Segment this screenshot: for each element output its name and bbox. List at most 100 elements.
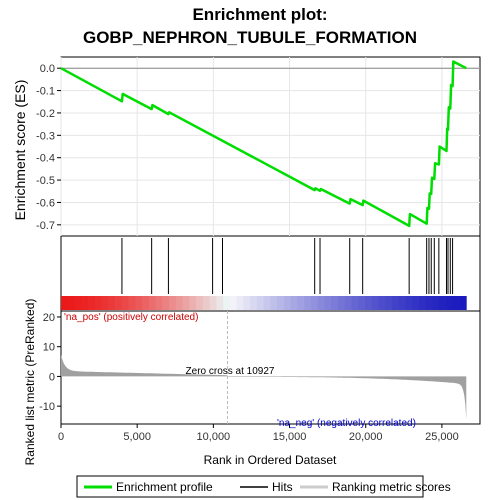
rank-bar-segment bbox=[216, 296, 224, 310]
rank-bar-segment bbox=[148, 296, 156, 310]
rank-bar-segment bbox=[331, 296, 339, 310]
rank-bar-segment bbox=[196, 296, 204, 310]
chart-title-line2: GOBP_NEPHRON_TUBULE_FORMATION bbox=[83, 28, 417, 47]
es-tick-label: -0.3 bbox=[36, 130, 55, 142]
ranked-metric-group bbox=[61, 311, 467, 424]
rank-bar-segment bbox=[223, 296, 231, 310]
negative-correlation-label: 'na_neg' (negatively correlated) bbox=[277, 418, 416, 429]
rank-bar-segment bbox=[270, 296, 278, 310]
rank-bar-segment bbox=[459, 296, 467, 310]
rank-bar-segment bbox=[236, 296, 244, 310]
rank-bar-segment bbox=[439, 296, 447, 310]
legend-metric-label: Ranking metric scores bbox=[332, 480, 451, 494]
rank-bar-segment bbox=[162, 296, 170, 310]
rank-bar-segment bbox=[351, 296, 359, 310]
metric-panel-frame bbox=[60, 310, 481, 425]
rank-bar-segment bbox=[304, 296, 312, 310]
es-panel-frame bbox=[60, 56, 481, 237]
rank-bar-segment bbox=[61, 296, 69, 310]
rank-bar-segment bbox=[344, 296, 352, 310]
es-tick-label: -0.1 bbox=[36, 86, 55, 98]
rank-bar-segment bbox=[317, 296, 325, 310]
rank-bar-segment bbox=[67, 296, 75, 310]
rank-bar-segment bbox=[398, 296, 406, 310]
rank-bar-segment bbox=[371, 296, 379, 310]
rank-bar-segment bbox=[142, 296, 150, 310]
es-tick-label: -0.7 bbox=[36, 220, 55, 232]
rank-bar-segment bbox=[446, 296, 454, 310]
x-tick-label: 10,000 bbox=[197, 431, 231, 443]
rank-color-bar bbox=[61, 296, 467, 310]
rank-bar-segment bbox=[115, 296, 123, 310]
es-y-axis-ticks: -0.7 -0.6 -0.5 -0.4 -0.3 -0.2 -0.1 0.0 bbox=[36, 63, 61, 232]
rank-bar-segment bbox=[229, 296, 238, 310]
rank-bar-segment bbox=[452, 296, 460, 310]
rank-bar-segment bbox=[88, 296, 96, 310]
rank-bar-segment bbox=[263, 296, 271, 310]
x-tick-label: 25,000 bbox=[425, 431, 459, 443]
rank-bar-segment bbox=[209, 296, 217, 310]
metric-tick-label: 0 bbox=[49, 371, 55, 383]
x-tick-label: 15,000 bbox=[273, 431, 307, 443]
rank-bar-segment bbox=[412, 296, 420, 310]
x-tick-label: 0 bbox=[58, 431, 64, 443]
zero-cross-label: Zero cross at 10927 bbox=[186, 366, 275, 377]
metric-tick-label: 20 bbox=[43, 312, 55, 324]
x-axis-label: Rank in Ordered Dataset bbox=[204, 453, 337, 467]
enrichment-profile-line bbox=[60, 60, 467, 228]
rank-bar-segment bbox=[175, 296, 183, 310]
es-y-axis-label: Enrichment score (ES) bbox=[12, 80, 28, 221]
rank-bar-segment bbox=[243, 296, 251, 310]
rank-bar-segment bbox=[135, 296, 143, 310]
rank-bar-segment bbox=[155, 296, 163, 310]
rank-bar-segment bbox=[324, 296, 332, 310]
rank-bar-segment bbox=[101, 296, 109, 310]
rank-bar-segment bbox=[432, 296, 440, 310]
es-tick-label: -0.4 bbox=[36, 153, 55, 165]
x-tick-label: 5,000 bbox=[123, 431, 151, 443]
rank-bar-segment bbox=[189, 296, 197, 310]
chart-title-line1: Enrichment plot: bbox=[192, 5, 327, 24]
es-tick-label: 0.0 bbox=[40, 63, 55, 75]
metric-tick-label: -10 bbox=[39, 401, 55, 413]
rank-bar-segment bbox=[337, 296, 346, 310]
rank-bar-segment bbox=[182, 296, 190, 310]
es-panel-gridlines bbox=[60, 57, 480, 236]
x-tick-label: 20,000 bbox=[349, 431, 383, 443]
rank-bar-segment bbox=[277, 296, 285, 310]
rank-bar-segment bbox=[419, 296, 427, 310]
rank-bar-segment bbox=[108, 296, 116, 310]
rank-bar-segment bbox=[290, 296, 298, 310]
rank-bar-segment bbox=[202, 296, 211, 310]
metric-tick-label: 10 bbox=[43, 342, 55, 354]
es-tick-label: -0.2 bbox=[36, 108, 55, 120]
legend-enrichment-label: Enrichment profile bbox=[116, 480, 213, 494]
rank-bar-segment bbox=[256, 296, 265, 310]
metric-y-axis-ticks: -10 0 10 20 bbox=[39, 312, 61, 413]
rank-bar-segment bbox=[405, 296, 413, 310]
positive-correlation-label: 'na_pos' (positively correlated) bbox=[64, 312, 198, 323]
enrichment-profile-group bbox=[60, 60, 467, 228]
rank-bar-segment bbox=[169, 296, 177, 310]
rank-bar-segment bbox=[391, 296, 400, 310]
rank-bar-segment bbox=[121, 296, 129, 310]
rank-bar-segment bbox=[425, 296, 433, 310]
hit-lines-group bbox=[121, 238, 454, 294]
rank-bar-segment bbox=[385, 296, 393, 310]
rank-bar-segment bbox=[250, 296, 258, 310]
rank-bar-segment bbox=[297, 296, 305, 310]
rank-bar-segment bbox=[74, 296, 82, 310]
rank-bar-segment bbox=[283, 296, 292, 310]
rank-bar-segment bbox=[364, 296, 373, 310]
rank-bar-segment bbox=[358, 296, 366, 310]
rank-bar-segment bbox=[378, 296, 386, 310]
rank-bar-segment bbox=[94, 296, 102, 310]
rank-bar-segment bbox=[310, 296, 319, 310]
rank-bar-segment bbox=[128, 296, 136, 310]
es-tick-label: -0.5 bbox=[36, 175, 55, 187]
rank-bar-segment bbox=[81, 296, 89, 310]
es-tick-label: -0.6 bbox=[36, 197, 55, 209]
x-axis-ticks: 0 5,000 10,000 15,000 20,000 25,000 bbox=[58, 424, 459, 443]
legend-hits-label: Hits bbox=[272, 480, 293, 494]
